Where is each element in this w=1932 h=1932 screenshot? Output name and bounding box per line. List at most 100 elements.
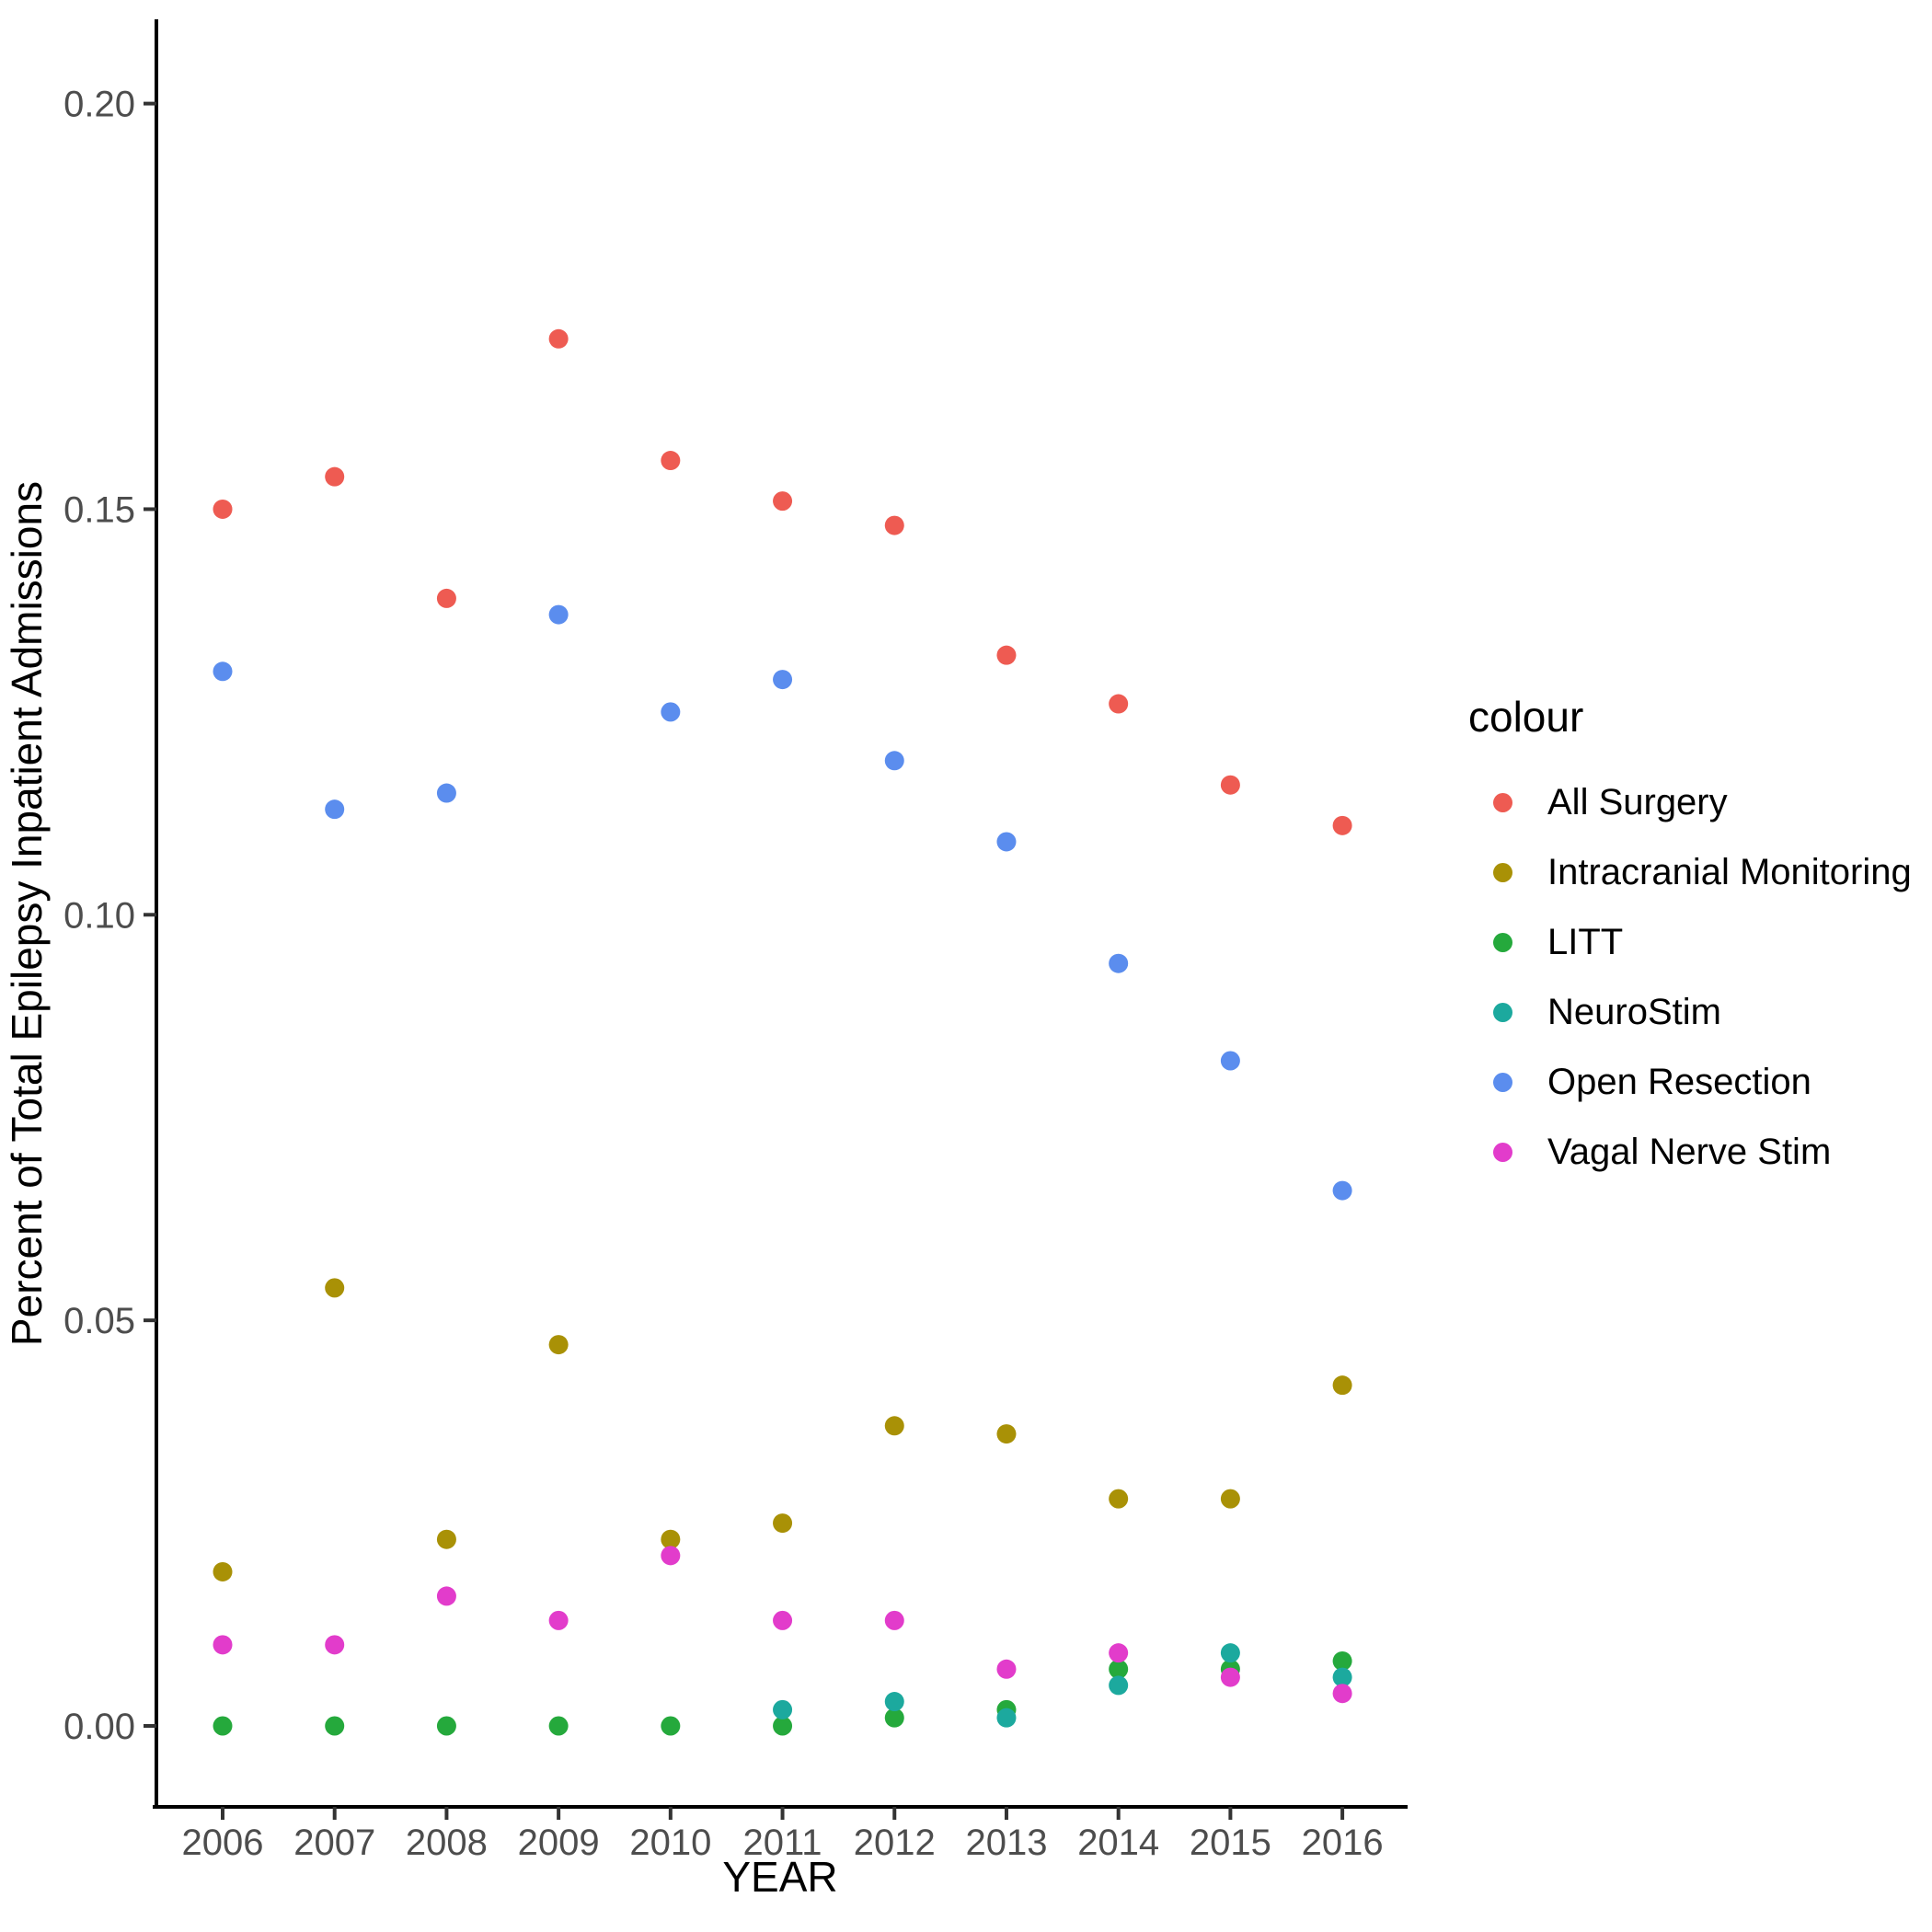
legend-item-all-surgery: All Surgery bbox=[1468, 767, 1912, 837]
point-all-surgery-2006 bbox=[213, 499, 233, 519]
point-intracranial-monitoring-2013 bbox=[996, 1424, 1017, 1444]
point-litt-2016 bbox=[1332, 1650, 1352, 1671]
x-tick-label: 2012 bbox=[854, 1823, 936, 1863]
x-tick-label: 2016 bbox=[1302, 1823, 1384, 1863]
point-neurostim-2012 bbox=[884, 1692, 904, 1712]
data-points bbox=[213, 328, 1352, 1736]
legend-item-label: NeuroStim bbox=[1547, 991, 1721, 1032]
x-tick-label: 2009 bbox=[518, 1823, 600, 1863]
point-open-resection-2014 bbox=[1109, 953, 1129, 973]
legend-item-litt: LITT bbox=[1468, 907, 1912, 977]
legend: colour All Surgery Intracranial Monitorin… bbox=[1468, 692, 1912, 1187]
point-open-resection-2006 bbox=[213, 661, 233, 682]
point-vagal-nerve-stim-2007 bbox=[325, 1635, 345, 1655]
x-tick-label: 2008 bbox=[406, 1823, 488, 1863]
point-intracranial-monitoring-2016 bbox=[1332, 1375, 1352, 1396]
legend-item-intracranial-monitoring: Intracranial Monitoring bbox=[1468, 837, 1912, 907]
point-all-surgery-2007 bbox=[325, 466, 345, 487]
point-intracranial-monitoring-2007 bbox=[325, 1278, 345, 1298]
legend-item-label: Intracranial Monitoring bbox=[1547, 851, 1912, 892]
legend-dot-icon bbox=[1493, 1142, 1512, 1162]
legend-item-label: Vagal Nerve Stim bbox=[1547, 1131, 1832, 1172]
axes: 0.00 0.05 0.10 0.15 0.20 2006 2007 2008 2009 2010… bbox=[63, 19, 1408, 1863]
point-all-surgery-2014 bbox=[1109, 694, 1129, 714]
point-intracranial-monitoring-2008 bbox=[436, 1529, 456, 1549]
point-open-resection-2012 bbox=[884, 751, 904, 771]
point-intracranial-monitoring-2012 bbox=[884, 1416, 904, 1436]
point-litt-2011 bbox=[773, 1716, 793, 1736]
legend-item-neurostim: NeuroStim bbox=[1468, 977, 1912, 1047]
point-intracranial-monitoring-2014 bbox=[1109, 1489, 1129, 1509]
point-litt-2009 bbox=[548, 1716, 569, 1736]
legend-item-open-resection: Open Resection bbox=[1468, 1047, 1912, 1117]
point-all-surgery-2011 bbox=[773, 491, 793, 512]
point-intracranial-monitoring-2009 bbox=[548, 1335, 569, 1355]
legend-dot-icon bbox=[1493, 792, 1512, 812]
point-all-surgery-2016 bbox=[1332, 815, 1352, 835]
point-litt-2008 bbox=[436, 1716, 456, 1736]
y-axis-title: Percent of Total Epilepsy Inpatient Admi… bbox=[3, 481, 51, 1346]
point-neurostim-2016 bbox=[1332, 1667, 1352, 1687]
point-litt-2010 bbox=[661, 1716, 681, 1736]
point-neurostim-2014 bbox=[1109, 1675, 1129, 1696]
point-all-surgery-2015 bbox=[1220, 775, 1240, 795]
point-intracranial-monitoring-2015 bbox=[1220, 1489, 1240, 1509]
legend-item-label: Open Resection bbox=[1547, 1061, 1811, 1102]
x-tick-label: 2010 bbox=[629, 1823, 711, 1863]
legend-dot-icon bbox=[1493, 862, 1512, 882]
point-intracranial-monitoring-2011 bbox=[773, 1513, 793, 1534]
point-open-resection-2007 bbox=[325, 799, 345, 820]
point-vagal-nerve-stim-2013 bbox=[996, 1659, 1017, 1679]
y-tick-label: 0.10 bbox=[63, 895, 135, 936]
legend-item-label: All Surgery bbox=[1547, 781, 1728, 822]
point-open-resection-2011 bbox=[773, 670, 793, 690]
point-litt-2012 bbox=[884, 1708, 904, 1728]
y-tick-label: 0.05 bbox=[63, 1301, 135, 1341]
legend-item-label: LITT bbox=[1547, 921, 1624, 962]
point-open-resection-2009 bbox=[548, 604, 569, 625]
legend-items: All Surgery Intracranial Monitoring LITT Ne… bbox=[1468, 767, 1912, 1187]
point-intracranial-monitoring-2006 bbox=[213, 1561, 233, 1581]
x-tick-label: 2007 bbox=[293, 1823, 375, 1863]
point-all-surgery-2010 bbox=[661, 451, 681, 471]
point-vagal-nerve-stim-2015 bbox=[1220, 1667, 1240, 1687]
point-open-resection-2008 bbox=[436, 783, 456, 803]
point-all-surgery-2012 bbox=[884, 515, 904, 535]
y-tick-label: 0.00 bbox=[63, 1707, 135, 1747]
point-litt-2006 bbox=[213, 1716, 233, 1736]
point-litt-2014 bbox=[1109, 1659, 1129, 1679]
point-intracranial-monitoring-2010 bbox=[661, 1529, 681, 1549]
point-neurostim-2013 bbox=[996, 1708, 1017, 1728]
legend-dot-icon bbox=[1493, 1002, 1512, 1022]
point-open-resection-2015 bbox=[1220, 1051, 1240, 1071]
point-all-surgery-2009 bbox=[548, 328, 569, 349]
legend-item-vagal-nerve-stim: Vagal Nerve Stim bbox=[1468, 1117, 1912, 1187]
legend-dot-icon bbox=[1493, 1072, 1512, 1092]
x-tick-label: 2011 bbox=[743, 1823, 822, 1863]
point-open-resection-2013 bbox=[996, 832, 1017, 852]
point-all-surgery-2008 bbox=[436, 588, 456, 608]
point-litt-2007 bbox=[325, 1716, 345, 1736]
x-tick-label: 2013 bbox=[965, 1823, 1047, 1863]
point-vagal-nerve-stim-2011 bbox=[773, 1610, 793, 1630]
point-vagal-nerve-stim-2009 bbox=[548, 1610, 569, 1630]
point-vagal-nerve-stim-2014 bbox=[1109, 1643, 1129, 1663]
point-vagal-nerve-stim-2008 bbox=[436, 1586, 456, 1606]
x-axis-title: YEAR bbox=[722, 1853, 837, 1901]
y-tick-label: 0.15 bbox=[63, 489, 135, 530]
point-open-resection-2010 bbox=[661, 702, 681, 722]
point-open-resection-2016 bbox=[1332, 1180, 1352, 1201]
legend-title: colour bbox=[1468, 693, 1584, 741]
point-vagal-nerve-stim-2006 bbox=[213, 1635, 233, 1655]
point-vagal-nerve-stim-2016 bbox=[1332, 1684, 1352, 1704]
point-all-surgery-2013 bbox=[996, 645, 1017, 665]
point-neurostim-2015 bbox=[1220, 1643, 1240, 1663]
point-vagal-nerve-stim-2012 bbox=[884, 1610, 904, 1630]
x-tick-label: 2006 bbox=[182, 1823, 264, 1863]
x-tick-label: 2014 bbox=[1077, 1823, 1159, 1863]
point-neurostim-2011 bbox=[773, 1699, 793, 1719]
point-vagal-nerve-stim-2010 bbox=[661, 1546, 681, 1566]
legend-dot-icon bbox=[1493, 932, 1512, 952]
